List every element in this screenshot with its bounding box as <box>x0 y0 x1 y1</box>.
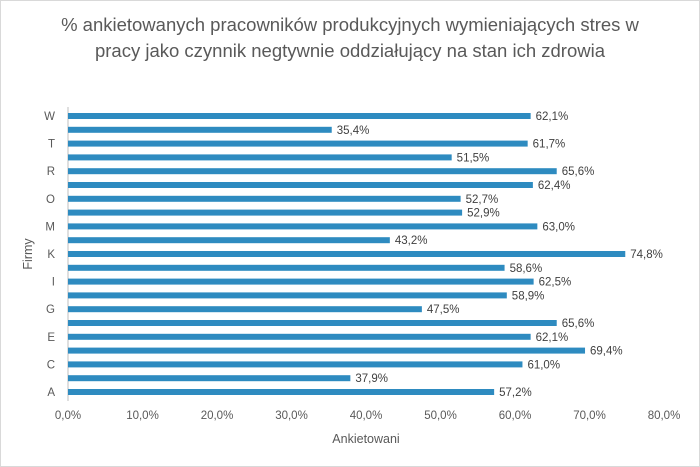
y-tick-label: A <box>47 387 55 399</box>
x-tick-label: 80,0% <box>648 410 681 422</box>
bar <box>68 347 586 354</box>
data-label: 61,0% <box>527 359 560 371</box>
x-axis-ticks: 0,0% 10,0% 20,0% 30,0% 40,0% 50,0% 60,0% 70,0% 8… <box>55 410 680 422</box>
data-label: 52,9% <box>467 208 500 220</box>
data-label: 58,6% <box>510 263 543 275</box>
data-labels: 57,2% 37,9% 61,0% 69,4% 62,1% 65,6% 47,5% 58,9%… <box>337 111 663 399</box>
data-label: 52,7% <box>466 194 499 206</box>
bar <box>68 195 461 202</box>
bar <box>68 126 332 133</box>
x-tick-label: 0,0% <box>55 410 81 422</box>
y-tick-label: K <box>47 249 55 261</box>
bar <box>68 237 390 244</box>
y-tick-label: M <box>45 221 55 233</box>
bar <box>68 223 538 230</box>
bar <box>68 113 531 119</box>
bar <box>68 389 495 395</box>
data-label: 62,4% <box>538 180 571 192</box>
x-tick-label: 50,0% <box>424 410 457 422</box>
data-label: 47,5% <box>427 304 460 316</box>
data-label: 51,5% <box>457 152 490 164</box>
y-tick-label: E <box>47 332 55 344</box>
chart-title: % ankietowanych pracowników produkcyjnyc… <box>61 14 639 61</box>
bar <box>68 361 523 368</box>
x-axis-title: Ankietowani <box>332 432 399 446</box>
x-tick-label: 30,0% <box>275 410 308 422</box>
data-label: 69,4% <box>590 346 623 358</box>
y-axis-ticks: A C E G I K M O R T W <box>44 111 55 399</box>
data-label: 74,8% <box>630 249 663 261</box>
bars <box>68 113 626 395</box>
data-label: 35,4% <box>337 125 370 137</box>
data-label: 62,1% <box>536 111 569 123</box>
data-label: 62,5% <box>539 277 572 289</box>
y-tick-label: G <box>46 304 55 316</box>
data-label: 43,2% <box>395 235 428 247</box>
data-label: 62,1% <box>536 332 569 344</box>
bar <box>68 182 533 188</box>
x-tick-label: 60,0% <box>499 410 532 422</box>
bar <box>68 168 557 175</box>
y-tick-label: T <box>48 139 55 151</box>
bar <box>68 292 507 299</box>
bar <box>68 209 463 216</box>
bar <box>68 264 505 271</box>
data-label: 63,0% <box>542 221 575 233</box>
y-axis-title: Firmy <box>21 238 35 270</box>
y-tick-label: W <box>44 111 55 123</box>
bar <box>68 306 422 313</box>
bar <box>68 278 534 285</box>
data-label: 65,6% <box>562 166 595 178</box>
data-label: 57,2% <box>499 387 532 399</box>
data-label: 65,6% <box>562 318 595 330</box>
data-label: 37,9% <box>355 373 388 385</box>
y-tick-label: R <box>47 166 55 178</box>
y-tick-label: O <box>46 194 55 206</box>
y-tick-label: C <box>47 359 55 371</box>
x-tick-label: 10,0% <box>126 410 159 422</box>
x-tick-label: 20,0% <box>201 410 234 422</box>
data-label: 61,7% <box>533 139 566 151</box>
x-tick-label: 40,0% <box>350 410 383 422</box>
bar <box>68 140 528 147</box>
bar <box>68 154 452 161</box>
bar <box>68 251 626 257</box>
y-tick-label: I <box>52 277 55 289</box>
data-label: 58,9% <box>512 290 545 302</box>
x-tick-label: 70,0% <box>573 410 606 422</box>
bar <box>68 375 351 382</box>
bar <box>68 320 557 326</box>
bar <box>68 333 531 340</box>
